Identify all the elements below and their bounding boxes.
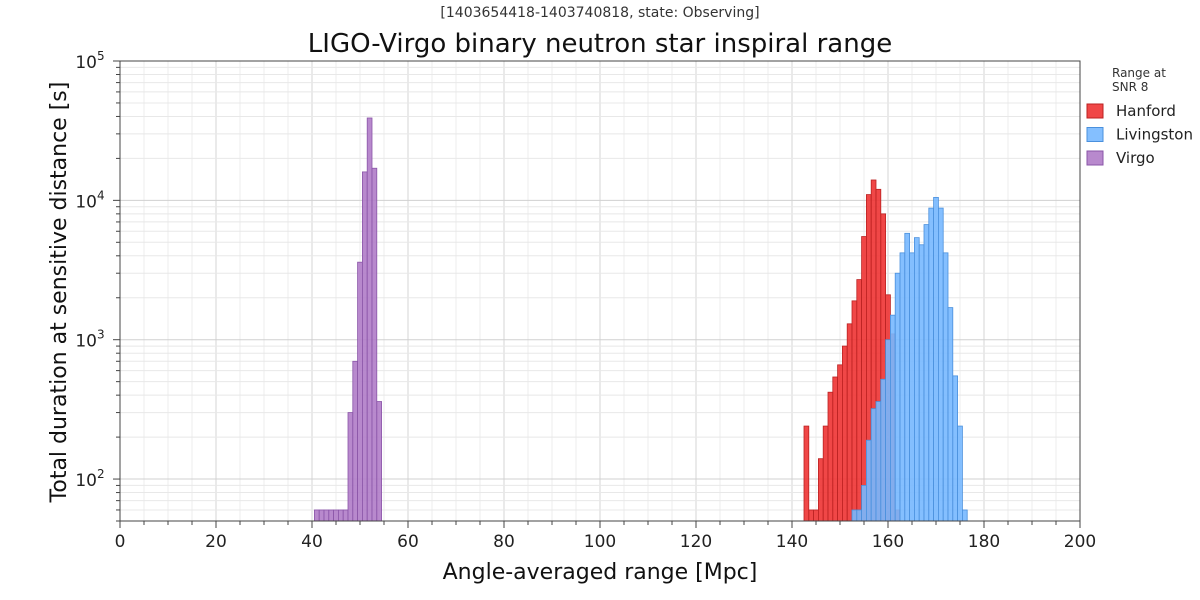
livingston-bar xyxy=(870,408,877,522)
legend-swatch-virgo xyxy=(1086,150,1104,166)
legend-swatch-livingston xyxy=(1086,127,1104,142)
hanford-bar xyxy=(808,509,814,522)
virgo-bar xyxy=(323,509,330,522)
y-tick-label: 102 xyxy=(75,467,104,491)
virgo-bar xyxy=(371,167,378,522)
hanford-bar xyxy=(837,364,843,522)
legend-swatch-hanford xyxy=(1086,103,1104,119)
livingston-bar xyxy=(866,439,872,522)
virgo-bar xyxy=(352,360,358,522)
hanford-bar xyxy=(813,509,819,522)
livingston-bar xyxy=(880,378,886,522)
y-axis-label: Total duration at sensitive distance [s] xyxy=(47,82,72,504)
livingston-bar xyxy=(928,207,934,522)
x-tick-label: 40 xyxy=(301,532,323,552)
livingston-bar xyxy=(875,401,882,522)
livingston-bar xyxy=(962,509,968,522)
livingston-bar xyxy=(861,485,867,522)
livingston-bar xyxy=(938,207,944,522)
virgo-bar xyxy=(357,261,363,522)
livingston-bar xyxy=(914,237,920,522)
x-tick-label: 200 xyxy=(1064,532,1096,552)
chart-title: LIGO-Virgo binary neutron star inspiral … xyxy=(308,29,892,59)
chart-subtitle: [1403654418-1403740818, state: Observing… xyxy=(440,5,759,21)
x-tick-label: 180 xyxy=(968,532,1000,552)
hanford-bar xyxy=(861,236,867,522)
livingston-bar xyxy=(909,252,915,522)
virgo-bar xyxy=(342,509,349,522)
hanford-bar xyxy=(827,391,834,522)
legend-label-hanford: Hanford xyxy=(1116,102,1176,120)
hanford-bar xyxy=(818,458,824,522)
hanford-bar xyxy=(822,425,829,522)
virgo-bar xyxy=(313,509,320,522)
livingston-bar xyxy=(933,196,939,522)
livingston-bar xyxy=(904,232,910,522)
virgo-bar xyxy=(366,117,373,522)
hanford-bar xyxy=(851,300,858,522)
legend-title: Range at xyxy=(1112,66,1166,80)
livingston-bar xyxy=(947,307,954,522)
livingston-bar xyxy=(952,375,958,522)
livingston-bar xyxy=(918,244,925,522)
livingston-bar xyxy=(957,425,963,522)
virgo-bar xyxy=(361,171,368,522)
livingston-bar xyxy=(923,224,930,522)
virgo-bar xyxy=(328,509,334,522)
virgo-bar xyxy=(347,412,354,522)
x-tick-label: 160 xyxy=(872,532,904,552)
x-tick-label: 80 xyxy=(493,532,515,552)
x-tick-label: 140 xyxy=(776,532,808,552)
virgo-bar xyxy=(337,509,344,522)
hanford-bar xyxy=(803,425,810,522)
virgo-bar xyxy=(318,509,325,522)
livingston-bar xyxy=(890,314,896,522)
legend-label-livingston: Livingston xyxy=(1116,126,1193,144)
virgo-series xyxy=(313,117,382,522)
x-axis-label: Angle-averaged range [Mpc] xyxy=(443,560,758,585)
y-tick-label: 105 xyxy=(75,49,104,73)
legend-title: SNR 8 xyxy=(1112,80,1148,94)
virgo-bar xyxy=(376,401,382,522)
hanford-bar xyxy=(846,323,853,522)
livingston-bar xyxy=(851,509,858,522)
hanford-bar xyxy=(856,279,862,522)
livingston-bar xyxy=(885,339,891,522)
x-tick-label: 60 xyxy=(397,532,419,552)
livingston-bar xyxy=(899,252,906,522)
x-tick-label: 20 xyxy=(205,532,227,552)
histogram-bars xyxy=(313,117,968,522)
y-tick-label: 103 xyxy=(75,328,104,352)
axis-ticks: 0 20 40 60 80 100 120 140 160 180 200 102 103 104 105 xyxy=(75,49,1096,552)
livingston-bar xyxy=(894,272,901,522)
hanford-bar xyxy=(842,345,848,522)
x-tick-label: 0 xyxy=(115,532,126,552)
livingston-bar xyxy=(942,252,949,522)
livingston-bar xyxy=(856,509,862,522)
x-tick-label: 100 xyxy=(584,532,616,552)
x-tick-label: 120 xyxy=(680,532,712,552)
y-tick-label: 104 xyxy=(75,188,104,212)
virgo-bar xyxy=(333,509,339,522)
hanford-bar xyxy=(832,376,838,522)
legend-label-virgo: Virgo xyxy=(1116,149,1155,167)
